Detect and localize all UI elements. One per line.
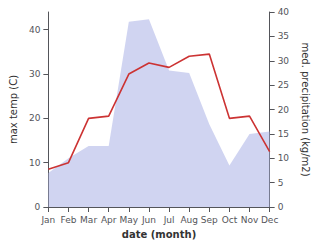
svg-text:5: 5 (278, 178, 284, 188)
svg-text:40: 40 (278, 7, 290, 17)
svg-text:May: May (120, 215, 139, 225)
svg-text:40: 40 (29, 25, 41, 35)
svg-text:Jul: Jul (163, 215, 175, 225)
svg-text:Apr: Apr (101, 215, 117, 225)
svg-text:max temp (C): max temp (C) (8, 75, 19, 144)
svg-text:30: 30 (29, 69, 41, 79)
svg-text:Feb: Feb (61, 215, 77, 225)
svg-text:date (month): date (month) (122, 229, 196, 240)
svg-text:Dec: Dec (261, 215, 278, 225)
svg-text:Nov: Nov (241, 215, 259, 225)
svg-text:Jun: Jun (141, 215, 156, 225)
svg-text:Sep: Sep (201, 215, 218, 225)
svg-text:Aug: Aug (180, 215, 198, 225)
svg-text:30: 30 (278, 56, 290, 66)
svg-text:0: 0 (35, 202, 41, 212)
svg-text:Mar: Mar (80, 215, 97, 225)
svg-text:med. precipitation (kg/m2): med. precipitation (kg/m2) (300, 42, 311, 176)
svg-text:Jan: Jan (40, 215, 55, 225)
svg-text:35: 35 (278, 31, 289, 41)
svg-text:0: 0 (278, 202, 284, 212)
svg-text:10: 10 (278, 153, 290, 163)
svg-text:25: 25 (278, 80, 289, 90)
svg-text:Oct: Oct (222, 215, 238, 225)
svg-text:20: 20 (278, 105, 290, 115)
svg-text:10: 10 (29, 158, 41, 168)
svg-text:20: 20 (29, 113, 41, 123)
svg-text:15: 15 (278, 129, 289, 139)
